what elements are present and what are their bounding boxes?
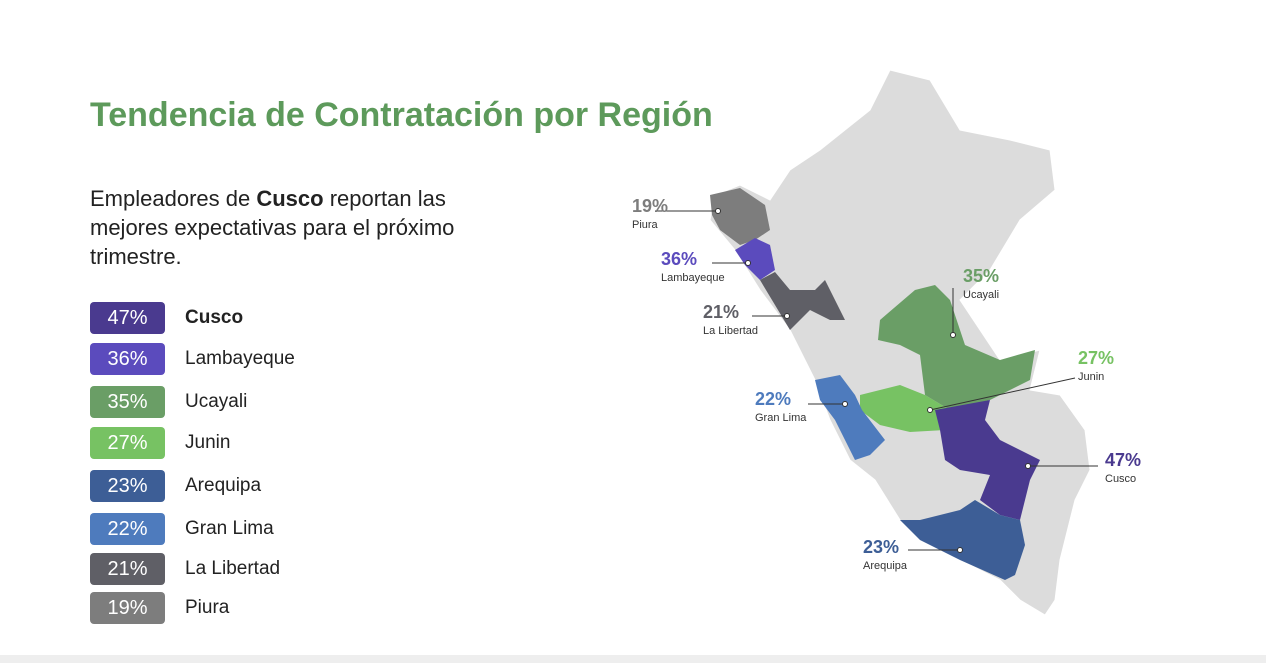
intro: Empleadores de Cusco reportan las mejore… <box>90 184 470 271</box>
point <box>957 547 963 553</box>
region-junin <box>860 385 950 432</box>
map-region: Cusco <box>1105 473 1136 485</box>
map-value: 23% <box>863 537 899 557</box>
intro-text: reportan las mejores expectativas para e… <box>90 186 455 269</box>
map-value: 27% <box>1078 348 1114 368</box>
legend-region: Piura <box>185 597 230 618</box>
map-region: Ucayali <box>963 289 999 301</box>
point <box>784 313 790 319</box>
region-piura <box>710 188 770 245</box>
region-lambayeque <box>735 238 775 280</box>
intro-bold: Cusco <box>256 186 324 211</box>
legend-value: 21% <box>90 553 165 585</box>
point <box>745 260 751 266</box>
map-value: 22% <box>755 389 791 409</box>
map-region: Lambayeque <box>661 272 725 284</box>
legend-value: 36% <box>90 343 165 375</box>
legend-row: 21% La Libertad <box>90 553 280 585</box>
legend-value: 22% <box>90 513 165 545</box>
points <box>715 208 1031 553</box>
point <box>927 407 933 413</box>
title: Tendencia de Contratación por Región <box>90 96 713 134</box>
map-value: 35% <box>963 266 999 286</box>
map-region: Gran Lima <box>755 412 807 424</box>
region-arequipa <box>900 500 1025 580</box>
map-region: Arequipa <box>863 560 908 572</box>
point <box>842 401 848 407</box>
legend-value: 47% <box>90 302 165 334</box>
legend-value: 27% <box>90 427 165 459</box>
leader <box>929 377 1076 411</box>
legend-region: Lambayeque <box>185 348 295 369</box>
legend-region: Cusco <box>185 307 244 328</box>
legend-value: 23% <box>90 470 165 502</box>
region-ucayali <box>878 285 1035 410</box>
legend-row: 47% Cusco <box>90 302 243 334</box>
legend-row: 27% Junin <box>90 427 230 459</box>
legend-region: Arequipa <box>185 475 262 496</box>
region-cusco <box>935 400 1040 520</box>
region-la-libertad <box>760 272 845 330</box>
leaders <box>655 210 1098 551</box>
map-value: 36% <box>661 249 697 269</box>
map-labels: 19% Piura 36% Lambayeque 21% La Libertad 35% Uc… <box>632 196 1141 572</box>
legend-value: 35% <box>90 386 165 418</box>
legend-row: 19% Piura <box>90 592 229 624</box>
map-value: 19% <box>632 196 668 216</box>
legend-row: 35% Ucayali <box>90 386 247 418</box>
point <box>715 208 721 214</box>
map-value: 47% <box>1105 450 1141 470</box>
map-value: 21% <box>703 302 739 322</box>
legend-region: Gran Lima <box>185 518 274 539</box>
point <box>1025 463 1031 469</box>
map-region: La Libertad <box>703 325 758 337</box>
legend-value: 19% <box>90 592 165 624</box>
point <box>950 332 956 338</box>
map-region: Piura <box>632 219 659 231</box>
region-gran-lima <box>815 375 885 460</box>
legend-row: 36% Lambayeque <box>90 343 295 375</box>
legend-region: La Libertad <box>185 558 281 579</box>
footer-bar <box>0 655 1266 663</box>
legend-row: 22% Gran Lima <box>90 513 274 545</box>
map-region: Junin <box>1078 371 1104 383</box>
legend-region: Junin <box>185 432 231 453</box>
legend-region: Ucayali <box>185 391 248 412</box>
intro-text: Empleadores de <box>90 186 257 211</box>
legend-row: 23% Arequipa <box>90 470 261 502</box>
